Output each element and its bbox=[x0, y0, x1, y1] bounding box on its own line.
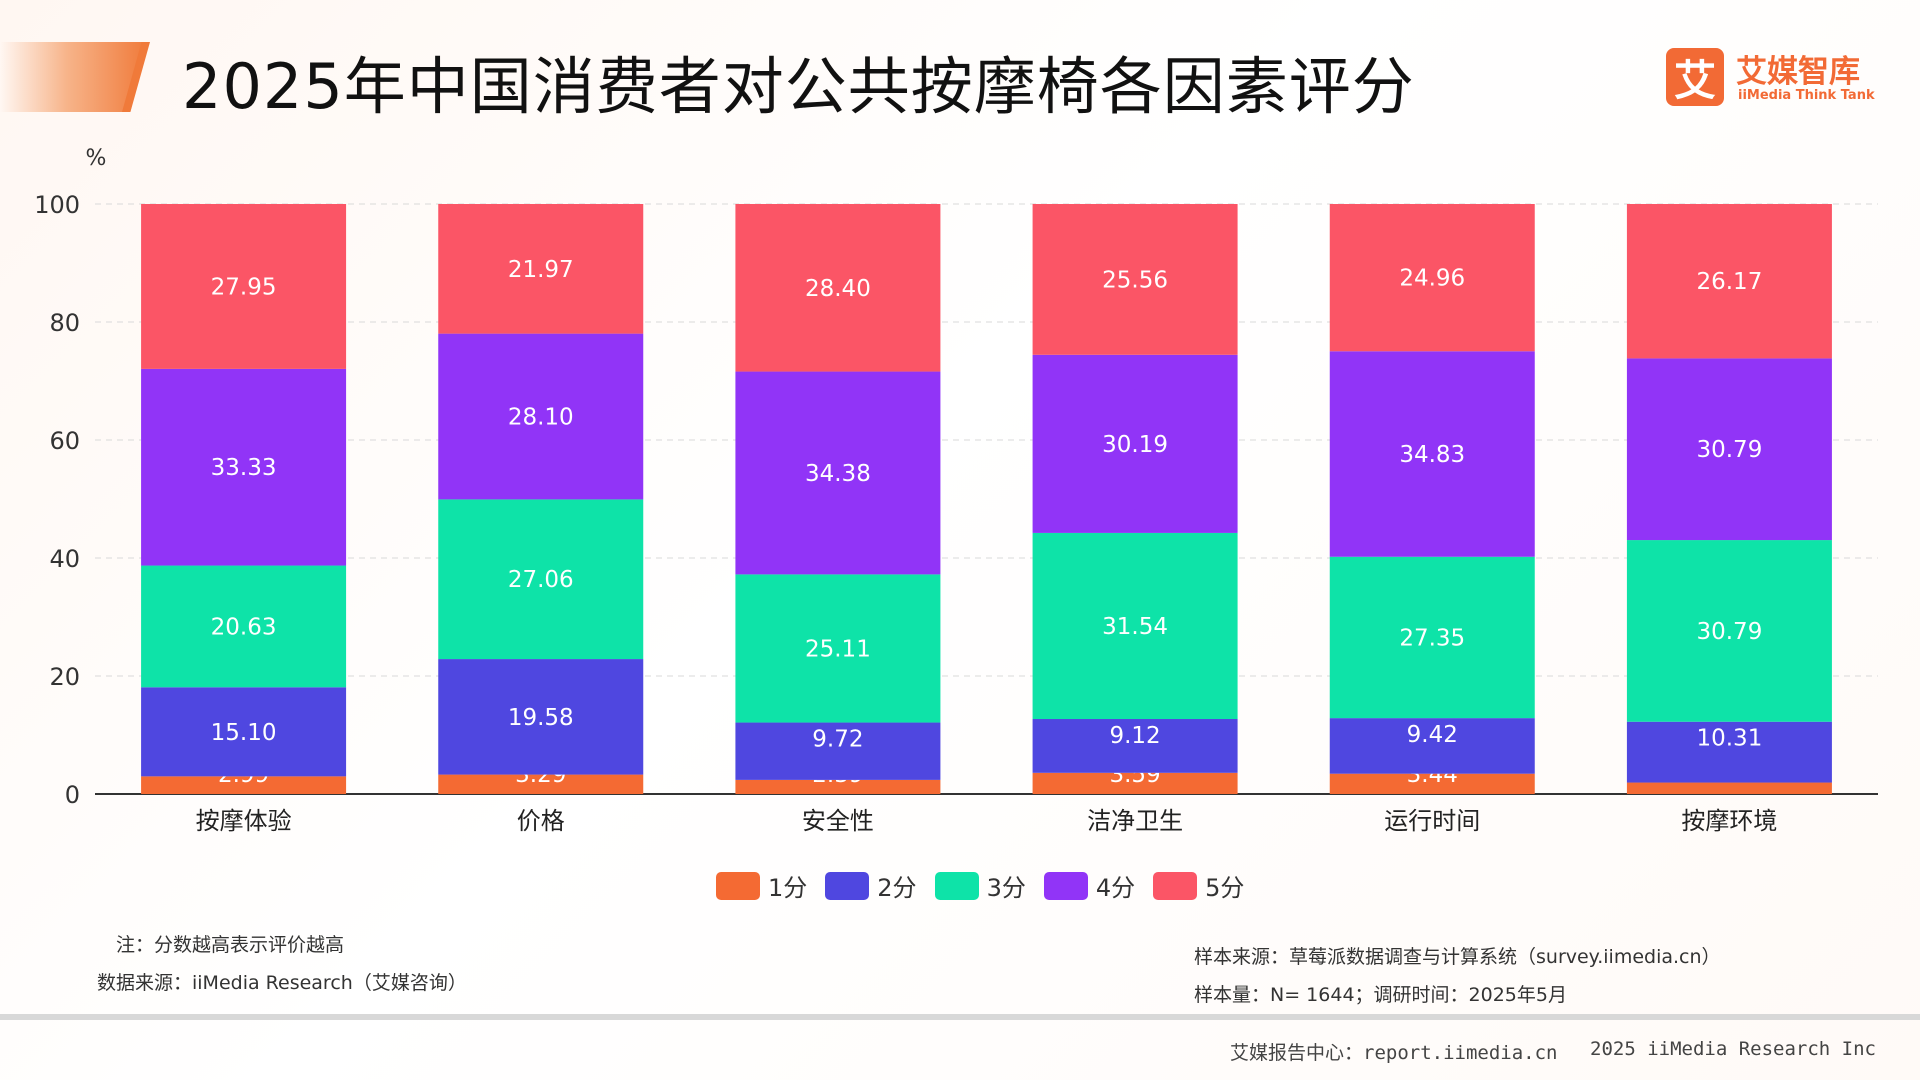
title-decoration bbox=[0, 42, 148, 112]
bar-segment bbox=[1032, 719, 1238, 773]
data-label: 10.31 bbox=[1696, 726, 1762, 752]
legend-label: 4分 bbox=[1095, 874, 1136, 902]
footer-divider bbox=[0, 1014, 1920, 1020]
bar-segment bbox=[141, 687, 347, 777]
sample-size-text: 样本量：N= 1644；调研时间：2025年5月 bbox=[1194, 984, 1567, 1006]
bar-segment bbox=[438, 204, 644, 334]
page-title: 2025年中国消费者对公共按摩椅各因素评分 bbox=[182, 50, 1415, 123]
bar-segment bbox=[141, 776, 347, 794]
data-label: 21.97 bbox=[508, 257, 574, 283]
data-label: 25.11 bbox=[805, 636, 871, 662]
footer-report-center: 艾媒报告中心：report.iimedia.cn bbox=[1230, 1042, 1558, 1064]
x-tick-label: 按摩环境 bbox=[1681, 807, 1777, 835]
data-label: 26.17 bbox=[1696, 269, 1762, 295]
bar-segment bbox=[1032, 532, 1238, 720]
data-label: 9.72 bbox=[812, 727, 863, 753]
data-source-text: 数据来源：iiMedia Research（艾媒咨询） bbox=[97, 972, 467, 994]
logo-cn-text: 艾媒智库 bbox=[1736, 54, 1860, 90]
footer-copyright: 2025 iiMedia Research Inc bbox=[1590, 1038, 1876, 1060]
legend-swatch bbox=[1043, 871, 1088, 900]
data-label: 27.06 bbox=[508, 567, 574, 593]
data-label: 27.35 bbox=[1399, 625, 1465, 651]
bar-segment bbox=[735, 779, 941, 794]
bar-segment bbox=[735, 204, 941, 372]
data-label: 28.40 bbox=[805, 276, 871, 302]
bar-segment bbox=[141, 565, 347, 688]
bar-segment bbox=[438, 499, 644, 660]
bar-segment bbox=[1032, 204, 1238, 355]
data-label: 27.95 bbox=[211, 274, 277, 300]
y-tick-label: 100 bbox=[34, 191, 80, 219]
bar-segment bbox=[1329, 773, 1535, 794]
data-label: 25.56 bbox=[1102, 267, 1168, 293]
x-tick-label: 安全性 bbox=[802, 807, 874, 835]
x-tick-label: 按摩体验 bbox=[196, 807, 292, 835]
bar-segment bbox=[1329, 204, 1535, 352]
legend-label: 1分 bbox=[768, 874, 808, 902]
bar-segment bbox=[735, 371, 941, 575]
x-tick-label: 洁净卫生 bbox=[1087, 807, 1183, 835]
y-tick-label: 20 bbox=[49, 663, 80, 691]
data-label: 15.10 bbox=[211, 720, 277, 746]
bar-segment bbox=[1329, 718, 1535, 774]
legend-item: 5分 bbox=[1153, 868, 1244, 903]
iimedia-logo: 艾 艾媒智库 iiMedia Think Tank bbox=[1666, 46, 1875, 110]
legend-item: 1分 bbox=[716, 868, 807, 903]
bar-segment bbox=[438, 774, 644, 794]
note-text: 注：分数越高表示评价越高 bbox=[116, 934, 345, 956]
data-label: 9.12 bbox=[1109, 723, 1160, 749]
data-label: 31.54 bbox=[1102, 614, 1168, 640]
bar-segment bbox=[438, 659, 644, 775]
logo-en-text: iiMedia Think Tank bbox=[1738, 88, 1875, 103]
bar-segment bbox=[1626, 782, 1832, 794]
y-axis-unit-label: % bbox=[86, 146, 107, 171]
bar-segment bbox=[1032, 354, 1238, 533]
bar-segment bbox=[1626, 540, 1832, 722]
y-tick-label: 0 bbox=[65, 781, 80, 809]
bar-segment bbox=[735, 722, 941, 780]
legend-item: 2分 bbox=[825, 868, 917, 903]
legend-label: 3分 bbox=[986, 874, 1026, 902]
data-label: 20.63 bbox=[211, 614, 277, 640]
data-label: 19.58 bbox=[508, 705, 574, 731]
data-label: 9.42 bbox=[1407, 722, 1458, 748]
legend-swatch bbox=[825, 871, 870, 900]
data-label: 24.96 bbox=[1399, 266, 1465, 292]
data-label: 28.10 bbox=[508, 405, 574, 431]
bar-segment bbox=[1626, 721, 1832, 783]
chart-legend: 1分 2分 3分 4分 5分 bbox=[716, 868, 1244, 903]
bar-segment bbox=[141, 368, 347, 566]
logo-mark: 艾 bbox=[1666, 48, 1724, 106]
legend-swatch bbox=[716, 871, 760, 900]
legend-swatch bbox=[934, 871, 979, 900]
bar-segment bbox=[1032, 772, 1238, 794]
data-label: 30.19 bbox=[1102, 432, 1168, 458]
x-tick-label: 运行时间 bbox=[1384, 807, 1480, 835]
legend-label: 2分 bbox=[877, 874, 917, 902]
bar-segment bbox=[1626, 358, 1832, 541]
y-tick-label: 60 bbox=[49, 427, 80, 455]
legend-item: 4分 bbox=[1043, 868, 1136, 903]
y-tick-label: 40 bbox=[49, 545, 80, 573]
bar-segment bbox=[438, 333, 644, 500]
legend-label: 5分 bbox=[1205, 874, 1245, 902]
bar-segment bbox=[141, 204, 347, 369]
sample-source-text: 样本来源：草莓派数据调查与计算系统（survey.iimedia.cn） bbox=[1194, 946, 1721, 968]
data-label: 34.83 bbox=[1399, 442, 1465, 468]
y-tick-label: 80 bbox=[49, 309, 80, 337]
bar-segment bbox=[1329, 556, 1535, 719]
bar-segment bbox=[1626, 204, 1832, 359]
bar-segment bbox=[1329, 351, 1535, 557]
legend-swatch bbox=[1153, 871, 1198, 900]
data-label: 34.38 bbox=[805, 461, 871, 487]
data-label: 30.79 bbox=[1696, 437, 1762, 463]
x-tick-label: 价格 bbox=[517, 807, 565, 835]
data-label: 33.33 bbox=[211, 455, 277, 481]
legend-item: 3分 bbox=[934, 868, 1026, 903]
data-label: 30.79 bbox=[1696, 619, 1762, 645]
bar-segment bbox=[735, 574, 941, 723]
